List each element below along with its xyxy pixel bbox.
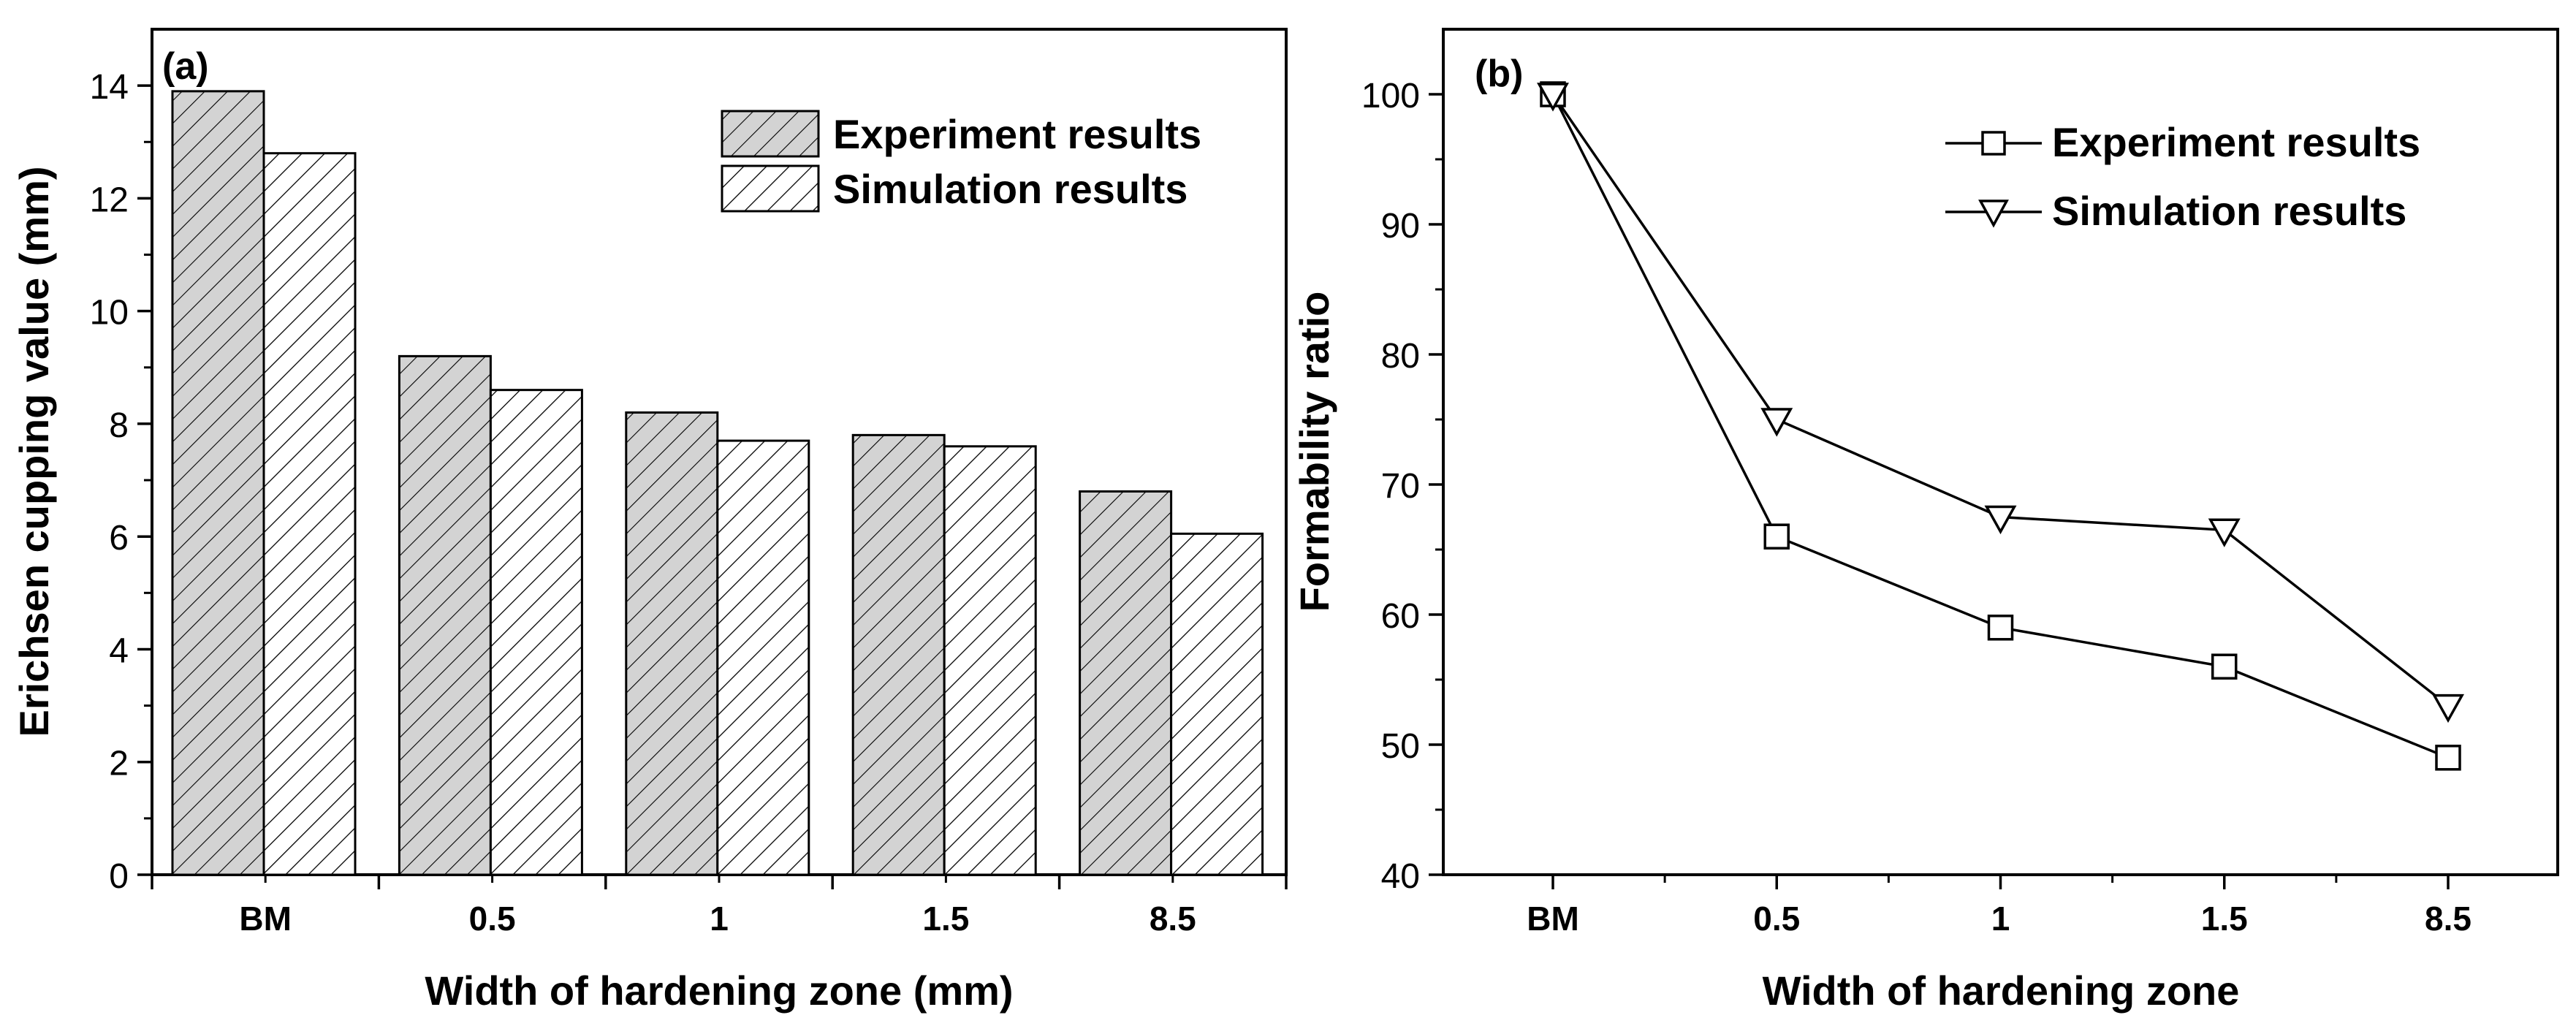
panel-b-legend-label-experiment: Experiment results <box>2052 119 2420 165</box>
panel-b-series <box>1537 81 2464 771</box>
panel-a-y-tick-label: 4 <box>109 631 129 670</box>
panel-a-bar-simulation <box>943 445 1037 876</box>
panel-b-point-experiment <box>1763 523 1790 550</box>
panel-b-y-tick-label: 70 <box>1381 467 1420 506</box>
panel-b-point-experiment <box>2435 745 2461 771</box>
panel-a-bar-experiment <box>625 411 719 876</box>
panel-a-bars <box>171 90 1264 876</box>
panel-b-line-simulation <box>1551 94 2450 707</box>
panel-a-bar-simulation <box>1170 532 1264 876</box>
panel-b-y-tick-label: 60 <box>1381 597 1420 636</box>
panel-a-bar-experiment <box>1079 490 1173 876</box>
panel-b-y-tick-label: 100 <box>1361 77 1420 115</box>
panel-b-legend-label-simulation: Simulation results <box>2052 188 2406 234</box>
panel-a-y-tick-label: 14 <box>90 68 129 107</box>
panel-b-point-simulation <box>2208 518 2241 547</box>
panel-b-x-tick-label: BM <box>1527 900 1579 938</box>
panel-a-y-tick-label: 6 <box>109 519 129 558</box>
panel-a-x-tick-label: 1.5 <box>922 900 969 938</box>
panel-a-legend: Experiment results Simulation results <box>721 110 1201 213</box>
panel-b-point-simulation <box>1984 505 2017 535</box>
panel-b-y-tick-label: 90 <box>1381 207 1420 246</box>
panel-b-point-simulation <box>2432 694 2464 723</box>
panel-a-bar-simulation <box>262 152 357 876</box>
panel-b-point-experiment <box>1987 615 2014 641</box>
panel-a-legend-label-simulation: Simulation results <box>833 166 1188 212</box>
panel-b-y-axis-label: Formability ratio <box>1291 292 1337 612</box>
panel-b-y-tick-label: 50 <box>1381 727 1420 766</box>
panel-a-x-tick-label: 1 <box>710 900 729 938</box>
panel-a-bar-chart: 0 2 4 6 8 10 12 14 BM 0.5 1 1.5 8.5 (a) Experiment … <box>11 28 1288 1014</box>
panel-a-label: (a) <box>162 45 209 88</box>
panel-a-legend-label-experiment: Experiment results <box>833 111 1201 157</box>
panel-a-bar-simulation <box>716 439 810 876</box>
panel-b-x-axis-ticks: BM 0.5 1 1.5 8.5 <box>1527 875 2471 938</box>
panel-a-y-axis-ticks: 0 2 4 6 8 10 12 14 <box>90 68 152 896</box>
panel-b-point-simulation <box>1537 83 1569 112</box>
panel-b-y-tick-label: 40 <box>1381 857 1420 896</box>
panel-a-x-tick-label: 0.5 <box>469 900 516 938</box>
panel-a-bar-simulation <box>489 389 583 876</box>
panel-a-y-tick-label: 10 <box>90 294 129 332</box>
panel-b-x-tick-label: 1 <box>1991 900 2010 938</box>
panel-b-x-axis-label: Width of hardening zone <box>1763 968 2240 1014</box>
panel-a-x-tick-label: BM <box>239 900 292 938</box>
panel-a-bar-experiment <box>398 354 492 876</box>
panel-b-point-simulation <box>1760 408 1793 437</box>
panel-b-line-chart: 40 50 60 70 80 90 100 BM 0.5 1 1.5 8.5 (b) Experim… <box>1291 28 2559 1014</box>
panel-a-x-axis-label: Width of hardening zone (mm) <box>425 968 1013 1014</box>
panel-a-x-tick-label: 8.5 <box>1150 900 1196 938</box>
panel-b-x-tick-label: 0.5 <box>1753 900 1800 938</box>
panel-b-point-experiment <box>2211 653 2238 680</box>
panel-b-y-axis-ticks: 40 50 60 70 80 90 100 <box>1361 77 1443 896</box>
panel-a-bar-experiment <box>851 433 946 876</box>
panel-a-y-tick-label: 12 <box>90 180 129 219</box>
panel-a-bar-experiment <box>171 90 265 876</box>
panel-b-legend-marker-triangle <box>1978 200 2009 228</box>
panel-b-label: (b) <box>1475 53 1523 95</box>
panel-b-legend-marker-square <box>1981 131 2006 156</box>
panel-b-x-tick-label: 1.5 <box>2201 900 2248 938</box>
panel-a-y-tick-label: 0 <box>109 857 129 896</box>
panel-b-y-tick-label: 80 <box>1381 337 1420 376</box>
panel-b-x-tick-label: 8.5 <box>2425 900 2471 938</box>
panel-a-y-tick-label: 8 <box>109 406 129 445</box>
panel-a-legend-swatch-experiment <box>721 110 820 158</box>
panel-b-legend: Experiment results Simulation results <box>1945 119 2420 234</box>
panel-a-y-tick-label: 2 <box>109 745 129 783</box>
panel-a-y-axis-label: Erichsen cupping value (mm) <box>11 166 57 737</box>
panel-a-x-axis-ticks: BM 0.5 1 1.5 8.5 <box>151 875 1288 938</box>
panel-a-legend-swatch-simulation <box>721 164 820 213</box>
